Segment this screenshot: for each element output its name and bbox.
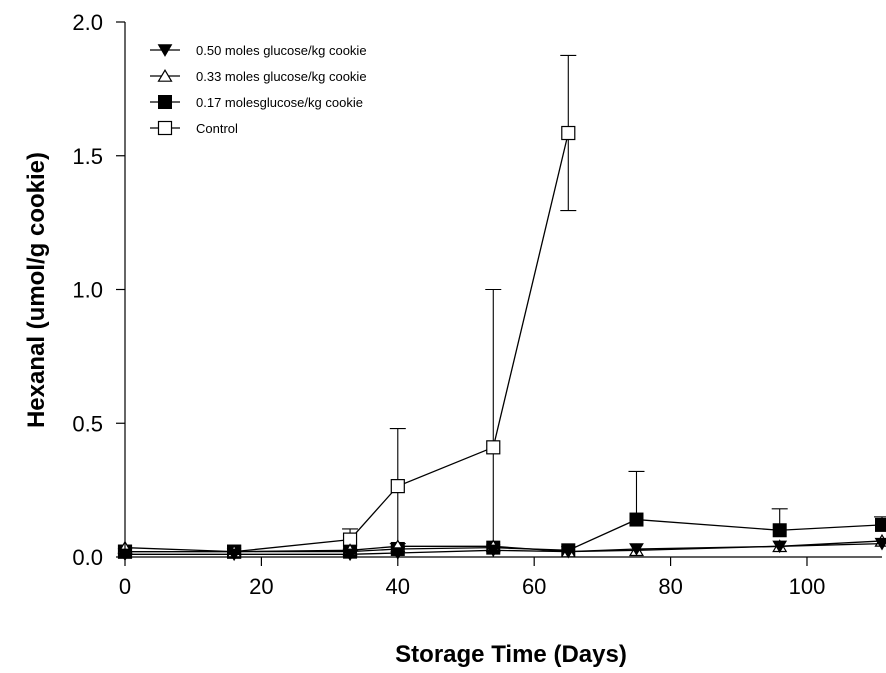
data-point: [390, 479, 405, 494]
legend-marker: [157, 44, 173, 57]
legend-entry-3: Control: [150, 120, 238, 136]
y-tick-label: 2.0: [72, 10, 103, 35]
data-point: [486, 440, 501, 455]
legend-entry-1: 0.33 moles glucose/kg cookie: [150, 68, 367, 84]
x-axis-title: Storage Time (Days): [395, 641, 627, 668]
legend: 0.50 moles glucose/kg cookie 0.33 moles g…: [150, 43, 367, 136]
y-tick-label: 1.0: [72, 278, 103, 303]
legend-marker: [157, 120, 173, 136]
x-tick-label: 0: [119, 574, 131, 599]
data-point: [772, 540, 788, 554]
data-point: [874, 537, 886, 551]
data-point: [226, 548, 242, 562]
legend-marker: [157, 68, 173, 82]
data-point: [560, 545, 576, 559]
data-point: [772, 523, 787, 538]
legend-entry-0: 0.50 moles glucose/kg cookie: [150, 43, 367, 58]
y-tick-label: 0.0: [72, 545, 103, 570]
x-tick-label: 20: [249, 574, 273, 599]
data-point: [390, 547, 406, 560]
legend-label: Control: [196, 121, 238, 136]
series-2: [118, 470, 886, 559]
data-point: [485, 544, 501, 558]
data-point: [629, 543, 644, 556]
y-axis-title: Hexanal (umol/g cookie): [23, 152, 50, 428]
x-tick-label: 80: [658, 574, 682, 599]
legend-marker: [158, 95, 172, 109]
x-tick-label: 60: [522, 574, 546, 599]
series-line: [125, 132, 569, 553]
x-tick-label: 100: [789, 574, 826, 599]
y-tick-label: 1.5: [72, 144, 103, 169]
series-3: [117, 54, 577, 559]
legend-entry-2: 0.17 molesglucose/kg cookie: [150, 95, 363, 110]
x-tick-label: 40: [386, 574, 410, 599]
legend-label: 0.33 moles glucose/kg cookie: [196, 69, 367, 84]
data-point: [875, 517, 886, 532]
legend-label: 0.17 molesglucose/kg cookie: [196, 95, 363, 110]
y-tick-label: 0.5: [72, 411, 103, 436]
data-point: [342, 548, 358, 562]
data-point: [561, 125, 576, 141]
data-point: [629, 512, 644, 527]
legend-label: 0.50 moles glucose/kg cookie: [196, 43, 367, 58]
axes: 0 20 40 60 80 100 0.0 0.5 1.0 1.5 2.0: [72, 10, 882, 599]
